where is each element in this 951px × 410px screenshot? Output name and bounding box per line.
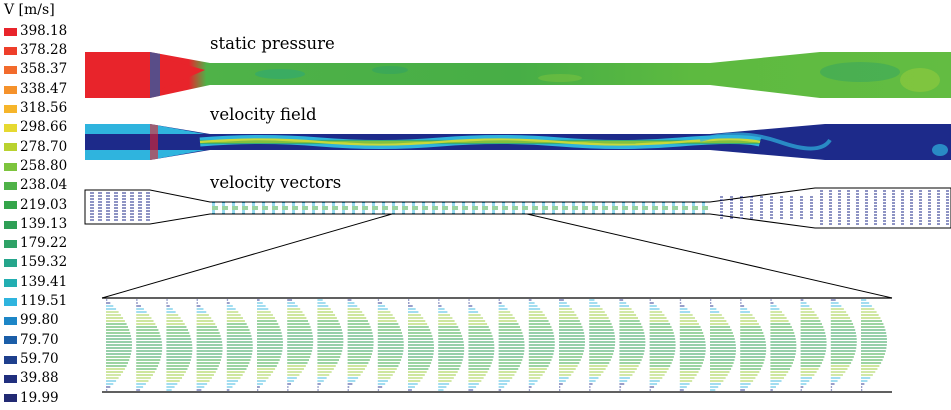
legend-item: 238.04 [4, 176, 67, 195]
legend-item: 59.70 [4, 350, 67, 369]
legend-swatch [4, 162, 17, 171]
legend-label: 298.66 [20, 119, 68, 136]
legend-swatch [4, 27, 17, 36]
legend-item: 338.47 [4, 80, 67, 99]
legend-swatch [4, 317, 17, 326]
legend-swatch [4, 355, 17, 364]
legend-swatch [4, 394, 17, 403]
legend-label: 398.18 [20, 22, 68, 39]
legend-swatch [4, 143, 17, 152]
legend-title: V [m/s] [4, 2, 55, 18]
legend-label: 159.32 [20, 254, 68, 271]
legend-label: 258.80 [20, 157, 68, 174]
legend-label: 338.47 [20, 80, 68, 97]
legend-label: 219.03 [20, 196, 68, 213]
legend-swatch [4, 336, 17, 345]
legend-item: 378.28 [4, 41, 67, 60]
color-legend: 398.18 378.28 358.37 338.47 318.56 298.66 278.… [4, 22, 67, 408]
legend-swatch [4, 182, 17, 191]
legend-item: 358.37 [4, 61, 67, 80]
legend-item: 298.66 [4, 118, 67, 137]
legend-item: 179.22 [4, 234, 67, 253]
legend-swatch [4, 201, 17, 210]
legend-swatch [4, 85, 17, 94]
legend-label: 139.41 [20, 273, 68, 290]
legend-label: 378.28 [20, 42, 68, 59]
static-pressure-label: static pressure [210, 34, 335, 53]
velocity-vectors-duct [84, 187, 951, 229]
zoom-guide-right [526, 213, 893, 299]
legend-swatch [4, 374, 17, 383]
legend-item: 19.99 [4, 389, 67, 408]
legend-item: 79.70 [4, 331, 67, 350]
legend-swatch [4, 239, 17, 248]
legend-label: 278.70 [20, 138, 68, 155]
legend-label: 358.37 [20, 61, 68, 78]
velocity-field-duct [85, 124, 951, 160]
velocity-vectors-label: velocity vectors [210, 173, 342, 192]
legend-label: 139.13 [20, 215, 68, 232]
legend-swatch [4, 278, 17, 287]
vector-arrows [90, 190, 949, 225]
legend-swatch [4, 259, 17, 268]
zoom-guide-left [101, 213, 393, 299]
legend-item: 159.32 [4, 254, 67, 273]
legend-item: 258.80 [4, 157, 67, 176]
zoomed-vector-panel [102, 297, 892, 393]
legend-label: 238.04 [20, 177, 68, 194]
legend-swatch [4, 297, 17, 306]
legend-label: 39.88 [20, 370, 59, 387]
legend-item: 318.56 [4, 99, 67, 118]
static-pressure-duct [85, 52, 951, 98]
legend-item: 219.03 [4, 196, 67, 215]
legend-swatch [4, 66, 17, 75]
legend-label: 119.51 [20, 293, 68, 310]
legend-item: 139.13 [4, 215, 67, 234]
legend-item: 99.80 [4, 311, 67, 330]
legend-label: 59.70 [20, 350, 59, 367]
legend-swatch [4, 220, 17, 229]
velocity-field-label: velocity field [210, 105, 317, 124]
legend-item: 278.70 [4, 138, 67, 157]
legend-swatch [4, 104, 17, 113]
legend-swatch [4, 124, 17, 133]
legend-item: 139.41 [4, 273, 67, 292]
legend-item: 39.88 [4, 369, 67, 388]
legend-swatch [4, 46, 17, 55]
legend-label: 179.22 [20, 235, 68, 252]
legend-label: 19.99 [20, 389, 59, 406]
legend-item: 398.18 [4, 22, 67, 41]
legend-label: 318.56 [20, 100, 68, 117]
legend-item: 119.51 [4, 292, 67, 311]
legend-label: 99.80 [20, 312, 59, 329]
legend-label: 79.70 [20, 331, 59, 348]
